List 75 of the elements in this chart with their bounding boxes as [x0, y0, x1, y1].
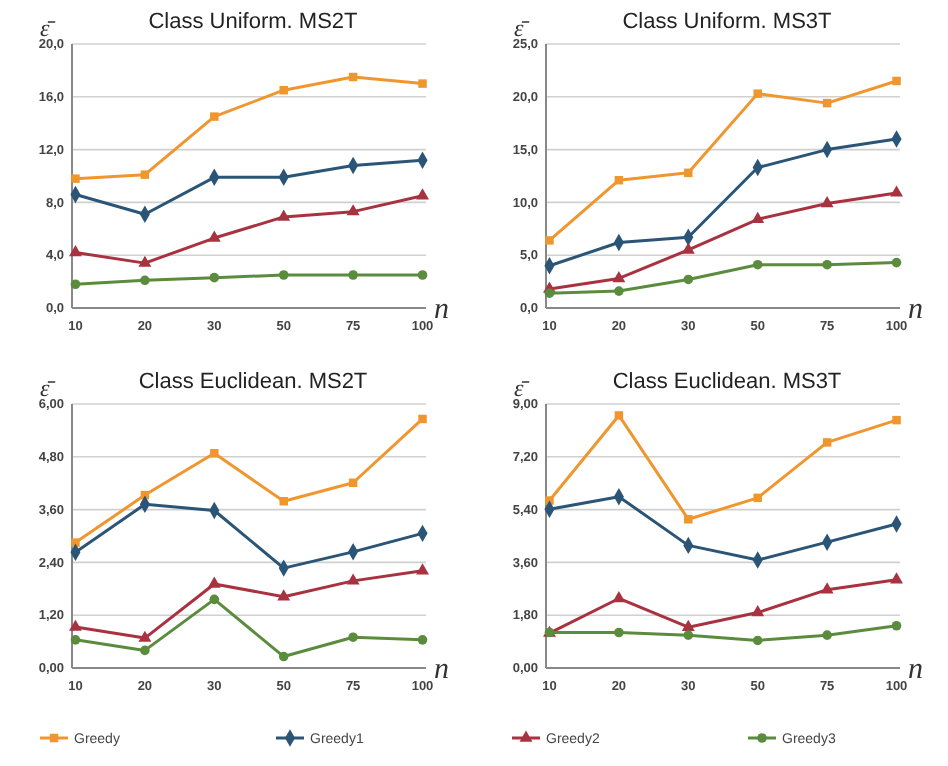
- chart-title: Class Uniform. MS2T: [148, 10, 359, 34]
- point: [751, 211, 765, 224]
- point: [683, 630, 694, 640]
- point: [278, 270, 289, 280]
- point: [418, 414, 427, 424]
- point: [138, 630, 152, 642]
- point: [70, 279, 81, 290]
- y-axis-title: ε̄: [40, 14, 56, 42]
- point: [417, 635, 428, 645]
- point: [753, 493, 762, 503]
- point: [279, 497, 288, 506]
- point: [890, 572, 903, 584]
- point: [71, 174, 80, 183]
- point: [348, 270, 358, 280]
- point: [544, 288, 555, 298]
- point: [752, 259, 763, 270]
- point: [418, 79, 427, 88]
- point: [684, 168, 693, 178]
- point: [612, 270, 626, 283]
- point: [820, 196, 834, 208]
- point: [348, 632, 358, 642]
- point: [70, 635, 81, 645]
- point: [277, 209, 291, 221]
- point: [346, 204, 360, 216]
- point: [892, 415, 901, 425]
- point: [545, 236, 554, 245]
- point: [892, 76, 901, 86]
- point: [278, 651, 289, 662]
- point: [416, 188, 429, 200]
- x-axis-title: n: [908, 654, 923, 686]
- point: [822, 630, 832, 640]
- chart-title: Class Euclidean. MS2T: [138, 370, 368, 394]
- point: [277, 589, 291, 601]
- point: [614, 627, 624, 638]
- point: [820, 582, 834, 594]
- point: [210, 449, 219, 458]
- point: [752, 635, 763, 646]
- point: [614, 286, 624, 296]
- point: [822, 438, 832, 447]
- y-axis-title: ε̄: [514, 14, 530, 42]
- x-axis-title: n: [434, 294, 449, 326]
- point: [751, 605, 765, 617]
- point: [140, 170, 150, 179]
- point: [417, 270, 428, 280]
- point: [822, 259, 832, 270]
- point: [71, 538, 80, 547]
- x-axis-title: n: [908, 294, 923, 326]
- point: [279, 85, 288, 95]
- point: [346, 573, 360, 585]
- point: [138, 255, 152, 267]
- y-axis-title: ε̄: [40, 374, 56, 402]
- point: [140, 275, 150, 286]
- chart-title: Class Euclidean. MS3T: [612, 370, 842, 394]
- point: [683, 274, 694, 285]
- point: [140, 645, 150, 656]
- point: [209, 594, 220, 605]
- point: [681, 242, 695, 254]
- x-axis-title: n: [434, 654, 449, 686]
- point: [416, 563, 429, 575]
- point: [891, 257, 902, 268]
- point: [210, 112, 219, 121]
- point: [69, 245, 82, 257]
- point: [891, 620, 902, 631]
- point: [207, 230, 221, 242]
- point: [890, 185, 903, 197]
- point: [209, 272, 220, 283]
- point: [681, 619, 695, 631]
- point: [753, 89, 762, 98]
- y-axis-title: ε̄: [514, 374, 530, 402]
- point: [684, 515, 693, 524]
- point: [69, 619, 82, 631]
- point: [207, 576, 221, 588]
- point: [614, 411, 624, 420]
- chart-title: Class Uniform. MS3T: [622, 10, 833, 34]
- point: [612, 591, 626, 603]
